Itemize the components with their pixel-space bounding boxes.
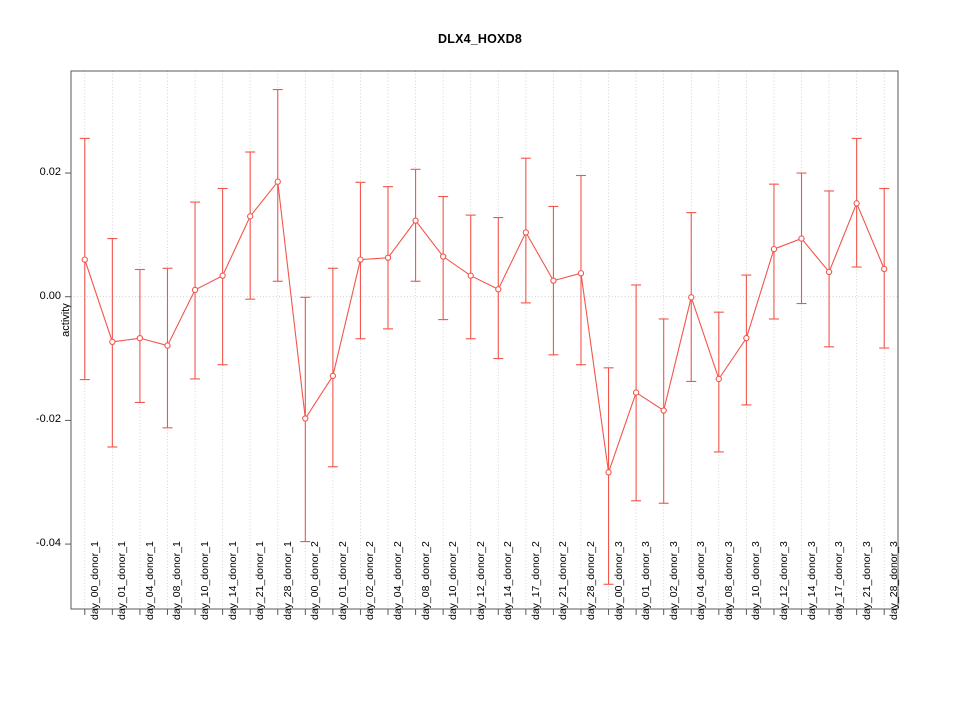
data-point — [688, 294, 695, 301]
x-tick-label: day_21_donor_2 — [557, 541, 570, 620]
data-point — [522, 229, 529, 236]
x-tick-label: day_14_donor_2 — [502, 541, 515, 620]
data-point — [632, 389, 640, 396]
data-point — [247, 213, 254, 220]
y-tick-label: 0.02 — [39, 166, 61, 179]
y-tick-label: -0.02 — [35, 413, 61, 426]
data-point — [495, 286, 502, 293]
chart-title: DLX4_HOXD8 — [438, 32, 522, 46]
data-point — [302, 415, 309, 422]
x-tick-label: day_01_donor_1 — [116, 541, 129, 620]
x-tick-label: day_04_donor_3 — [695, 541, 708, 620]
x-tick-label: day_10_donor_3 — [750, 541, 763, 620]
data-point — [384, 254, 392, 261]
x-tick-label: day_14_donor_3 — [805, 541, 818, 620]
data-point — [274, 178, 281, 185]
data-point — [853, 200, 860, 207]
x-tick-label: day_12_donor_2 — [474, 541, 487, 620]
x-tick-label: day_21_donor_1 — [254, 541, 267, 620]
x-tick-label: day_17_donor_3 — [833, 541, 846, 620]
error-bar — [603, 367, 614, 585]
data-point — [660, 407, 667, 414]
data-point — [605, 469, 612, 476]
error-bar — [245, 151, 256, 300]
error-bar — [272, 89, 283, 282]
data-point — [743, 334, 750, 342]
x-tick-label: day_12_donor_3 — [777, 541, 790, 620]
data-point — [109, 338, 116, 346]
plot-frame — [70, 70, 899, 610]
data-point — [770, 245, 778, 253]
x-tick-label: day_00_donor_2 — [309, 541, 322, 620]
error-bar — [410, 168, 421, 282]
x-tick-label: day_14_donor_1 — [226, 541, 239, 620]
x-tick-label: day_28_donor_3 — [888, 541, 901, 620]
x-tick-label: day_17_donor_2 — [529, 541, 542, 620]
data-point — [219, 272, 226, 279]
data-point — [715, 375, 722, 383]
data-point — [467, 272, 474, 279]
data-point — [136, 334, 144, 342]
x-tick-label: day_04_donor_1 — [143, 541, 156, 620]
data-point — [577, 270, 585, 277]
x-tick-label: day_21_donor_3 — [860, 541, 873, 620]
data-point — [881, 265, 888, 273]
x-tick-label: day_08_donor_2 — [419, 541, 432, 620]
x-tick-label: day_04_donor_2 — [392, 541, 405, 620]
data-point — [191, 286, 199, 294]
data-point — [439, 253, 447, 260]
x-tick-label: day_08_donor_1 — [171, 541, 184, 620]
data-point — [550, 277, 557, 284]
x-tick-label: day_01_donor_2 — [336, 541, 349, 620]
data-point — [329, 372, 337, 380]
data-point — [798, 235, 805, 242]
data-point — [81, 256, 88, 263]
x-tick-label: day_01_donor_3 — [640, 541, 653, 620]
x-tick-label: day_10_donor_1 — [199, 541, 212, 620]
x-tick-label: day_08_donor_3 — [722, 541, 735, 620]
x-tick-label: day_28_donor_1 — [281, 541, 294, 620]
series-line — [84, 180, 885, 473]
data-point — [412, 217, 419, 224]
y-tick-label: -0.04 — [35, 537, 61, 550]
error-bar — [327, 267, 338, 468]
data-point — [164, 342, 171, 349]
x-tick-label: day_10_donor_2 — [447, 541, 460, 620]
x-tick-label: day_02_donor_3 — [667, 541, 680, 620]
x-tick-label: day_00_donor_3 — [612, 541, 625, 620]
x-tick-label: day_02_donor_2 — [364, 541, 377, 620]
y-tick-label: 0.00 — [39, 289, 61, 302]
x-tick-label: day_28_donor_2 — [584, 541, 597, 620]
data-point — [357, 256, 364, 263]
data-point — [825, 268, 833, 276]
x-tick-label: day_00_donor_1 — [88, 541, 101, 620]
